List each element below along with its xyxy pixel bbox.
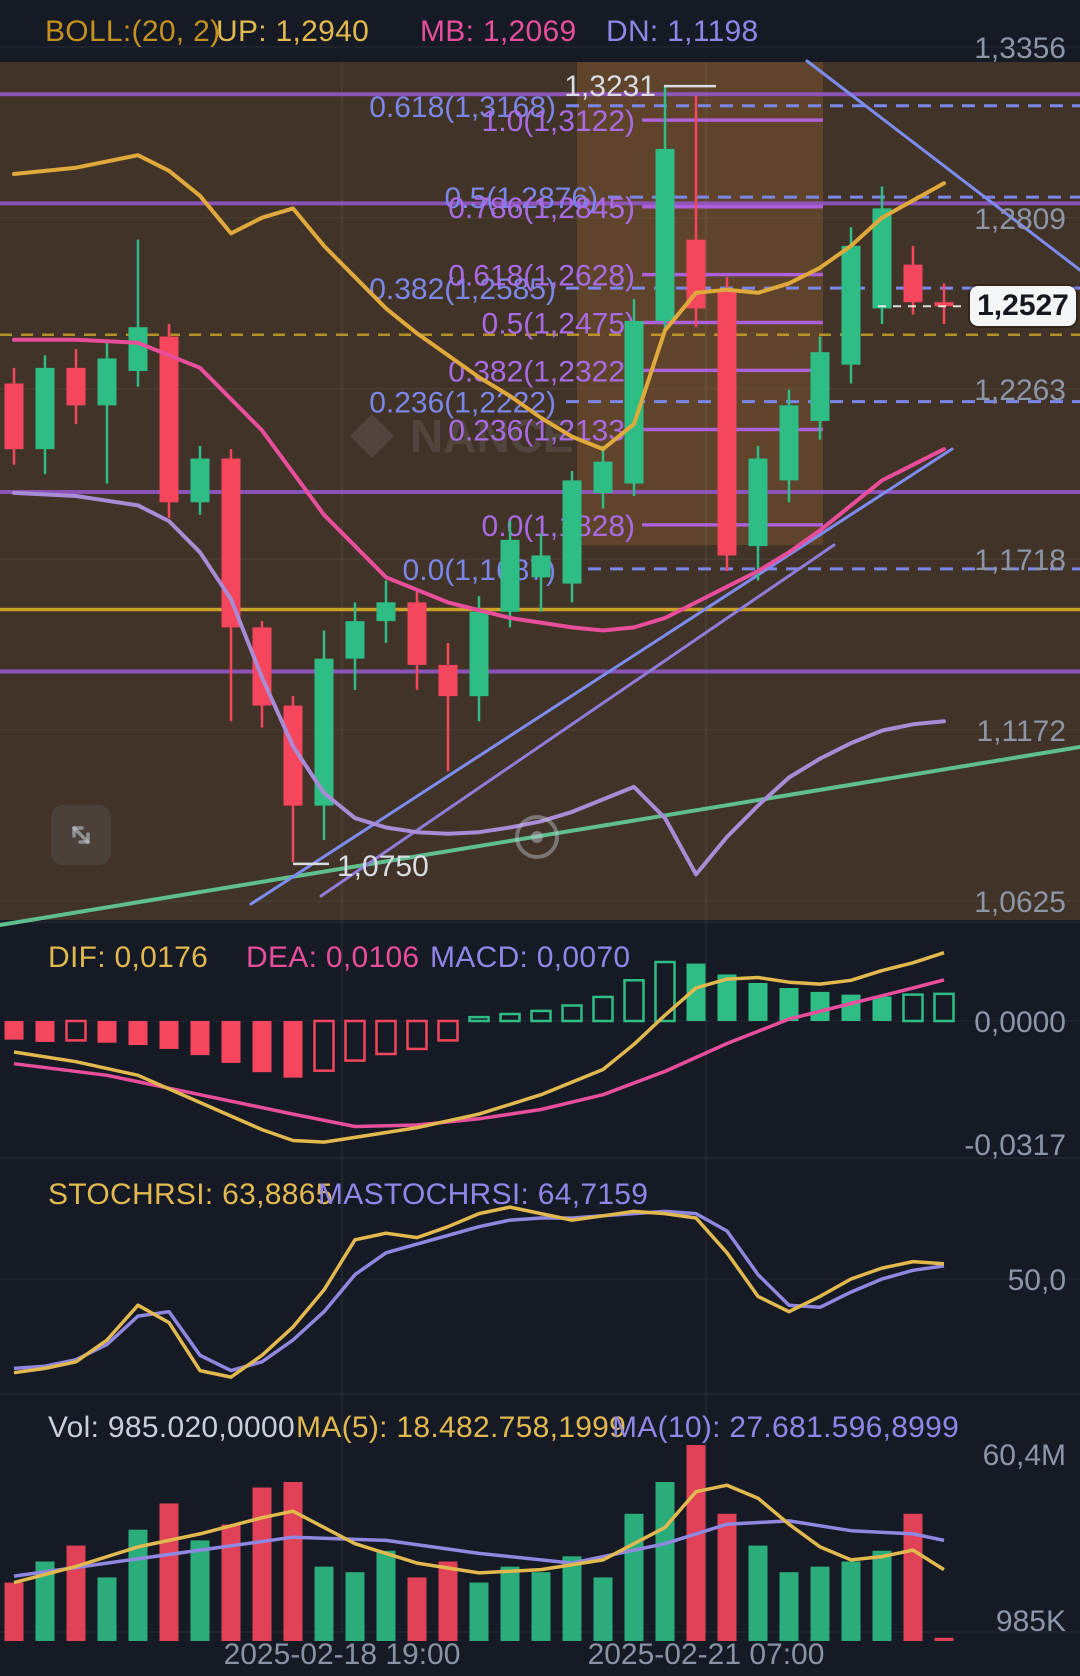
time-axis-label-2: 2025-02-21 07:00: [587, 1638, 825, 1671]
svg-text:0.236(1,2222): 0.236(1,2222): [369, 387, 556, 420]
boll-mb-value[interactable]: MB: 1,2069: [420, 15, 577, 48]
svg-text:0.5(1,2876): 0.5(1,2876): [445, 182, 598, 215]
anchor-circle-icon: [515, 815, 559, 859]
vol-axis-last: 985K: [995, 1605, 1066, 1638]
macd-axis-min: -0,0317: [964, 1129, 1066, 1162]
svg-text:1.0(1,3122): 1.0(1,3122): [482, 105, 635, 138]
macd-hist-value[interactable]: MACD: 0,0070: [430, 941, 631, 974]
svg-text:0.786(1,2845): 0.786(1,2845): [448, 192, 635, 225]
svg-text:0.618(1,2628): 0.618(1,2628): [448, 260, 635, 293]
svg-text:0.0(1,1687): 0.0(1,1687): [403, 554, 556, 587]
time-axis-label-1: 2025-02-18 19:00: [223, 1638, 461, 1671]
price-axis-label: 1,0625: [974, 886, 1066, 919]
svg-text:0.0(1,1828): 0.0(1,1828): [482, 510, 635, 543]
current-price-badge: 1,2527: [970, 286, 1076, 326]
volume-value[interactable]: Vol: 985.020,0000: [48, 1411, 295, 1444]
price-axis-label: 1,3356: [974, 32, 1066, 65]
macd-dea-value[interactable]: DEA: 0,0106: [246, 941, 420, 974]
svg-text:0.618(1,3168): 0.618(1,3168): [369, 91, 556, 124]
price-axis-label: 1,2809: [974, 203, 1066, 236]
price-axis-label: 1,1172: [976, 715, 1066, 748]
stoch-axis-mid: 50,0: [1007, 1264, 1066, 1297]
price-axis-label: 1,2263: [974, 374, 1066, 407]
svg-text:1,0750: 1,0750: [337, 850, 429, 883]
stochrsi-k-value[interactable]: STOCHRSI: 63,8865: [48, 1178, 333, 1211]
macd-dif-value[interactable]: DIF: 0,0176: [48, 941, 209, 974]
svg-text:0.382(1,2322): 0.382(1,2322): [448, 355, 635, 388]
svg-text:0.5(1,2475): 0.5(1,2475): [482, 307, 635, 340]
boll-dn-value[interactable]: DN: 1,1198: [606, 15, 759, 48]
binance-logo-icon: [350, 414, 394, 458]
price-axis-label: 1,1718: [974, 544, 1066, 577]
volume-ma10-value[interactable]: MA(10): 27.681.596,8999: [612, 1411, 960, 1444]
expand-icon: [72, 826, 90, 844]
expand-button[interactable]: [51, 805, 111, 865]
volume-ma5-value[interactable]: MA(5): 18.482.758,1999: [296, 1411, 627, 1444]
stochrsi-d-value[interactable]: MASTOCHRSI: 64,7159: [318, 1178, 649, 1211]
svg-text:0.382(1,2585): 0.382(1,2585): [369, 273, 556, 306]
trendline-anchor-handle[interactable]: [507, 807, 567, 867]
vol-axis-max: 60,4M: [982, 1439, 1066, 1472]
boll-up-value[interactable]: UP: 1,2940: [216, 15, 370, 48]
svg-text:1,3231: 1,3231: [564, 70, 656, 103]
binance-watermark: NANCE: [410, 410, 574, 462]
boll-params-label[interactable]: BOLL:(20, 2): [45, 15, 221, 48]
macd-axis-zero: 0,0000: [974, 1006, 1066, 1039]
